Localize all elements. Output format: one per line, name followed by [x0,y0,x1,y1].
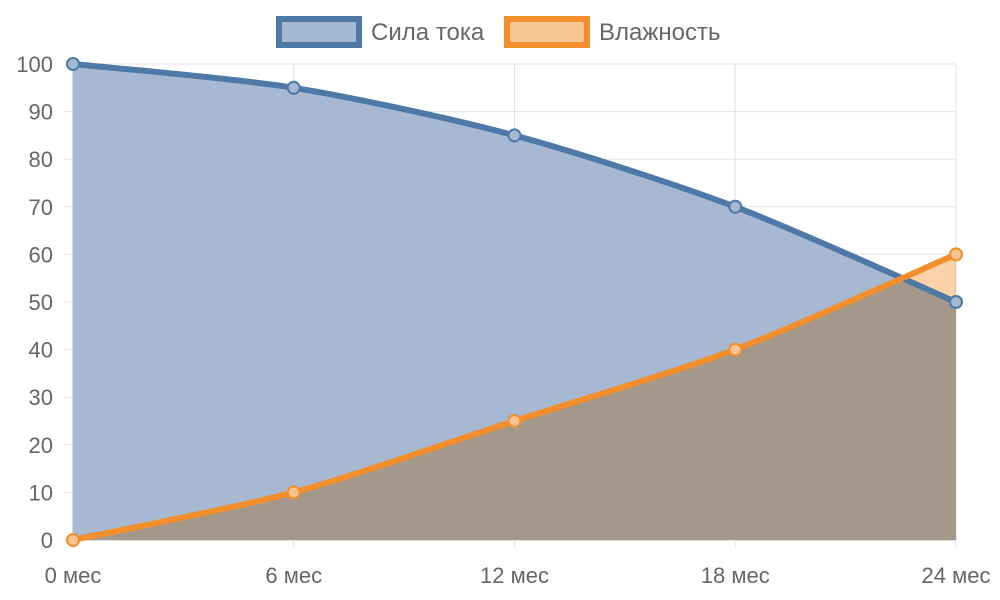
data-point [286,80,301,95]
legend: Сила тока Влажность [276,16,721,48]
x-tick-label: 0 мес [45,563,102,588]
legend-swatch [504,16,590,48]
data-point [507,414,522,428]
data-point [949,247,963,262]
data-point [728,342,743,357]
x-tick-label: 24 мес [922,563,991,588]
series-points [66,57,963,547]
data-point [949,295,963,309]
data-point [507,128,522,143]
y-tick-label: 30 [29,385,53,410]
y-tick-label: 50 [29,290,53,315]
y-tick-label: 10 [29,480,53,505]
data-point [728,199,743,214]
y-tick-label: 90 [29,100,53,125]
y-tick-label: 0 [41,528,53,553]
legend-label: Сила тока [371,19,485,46]
y-tick-label: 60 [29,242,53,267]
y-axis-ticks: 0 10 20 30 40 50 60 70 80 90 100 [16,52,53,553]
x-axis-ticks: 0 мес 6 мес 12 мес 18 мес 24 мес [45,563,991,588]
series-areas [73,64,956,540]
x-tick-label: 6 мес [265,563,322,588]
legend-swatch [276,16,362,48]
y-tick-label: 80 [29,147,53,172]
x-tick-label: 12 мес [480,563,549,588]
x-tick-label: 18 мес [701,563,770,588]
y-tick-label: 70 [29,195,53,220]
y-tick-label: 100 [16,52,53,77]
data-point [66,57,80,71]
y-tick-label: 20 [29,433,53,458]
data-point [286,485,301,500]
series-area-1 [73,254,956,540]
data-point [66,533,80,547]
y-tick-label: 40 [29,338,53,363]
legend-label: Влажность [599,19,721,46]
